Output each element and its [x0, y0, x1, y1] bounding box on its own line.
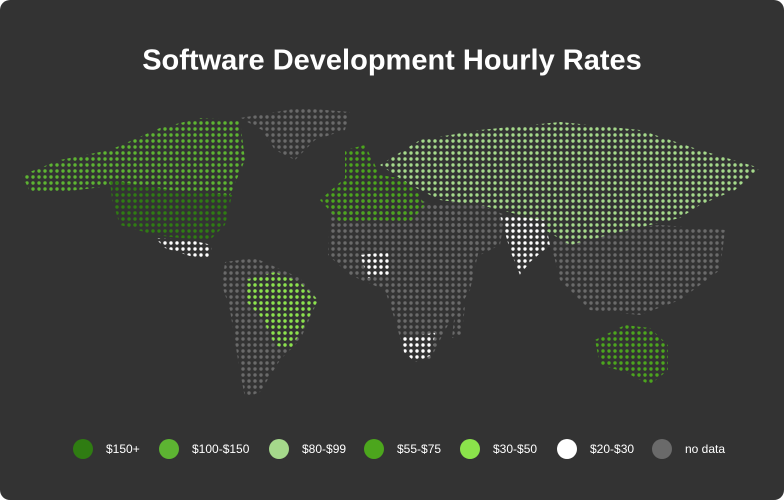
canada	[22, 118, 245, 195]
legend-swatch	[557, 439, 577, 459]
legend-label: $55-$75	[397, 442, 441, 456]
legend-swatch	[364, 439, 384, 459]
mexico	[155, 238, 212, 258]
europe	[320, 145, 425, 222]
greenland	[240, 108, 350, 160]
title: Software Development Hourly Rates	[142, 45, 642, 77]
legend-label: $100-$150	[192, 442, 250, 456]
africa	[328, 195, 480, 360]
legend-label: $20-$30	[590, 442, 634, 456]
india	[500, 215, 550, 275]
legend: $150+ $100-$150 $80-$99 $55-$75 $30-$50 $20-$…	[73, 439, 725, 459]
legend-label: $80-$99	[302, 442, 346, 456]
australia	[595, 325, 668, 385]
middle-east	[425, 200, 505, 255]
legend-swatch	[652, 439, 672, 459]
world-map	[22, 108, 760, 398]
legend-label: $150+	[106, 442, 140, 456]
legend-swatch	[269, 439, 289, 459]
madagascar	[452, 305, 465, 338]
legend-swatch	[159, 439, 179, 459]
brazil	[245, 272, 318, 350]
russia-asia	[380, 122, 760, 245]
south-africa	[402, 333, 435, 362]
legend-swatch	[460, 439, 480, 459]
legend-swatch	[73, 439, 93, 459]
legend-label: no data	[685, 442, 725, 456]
legend-label: $30-$50	[493, 442, 537, 456]
southeast-asia	[550, 225, 725, 315]
usa	[110, 180, 232, 240]
nigeria	[360, 252, 390, 278]
